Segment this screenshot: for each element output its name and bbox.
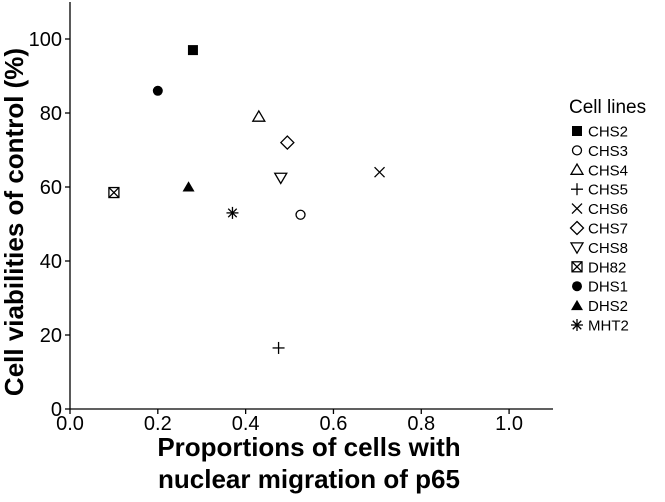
y-tick-label: 60 bbox=[40, 177, 62, 199]
x-axis-title-line-1: Proportions of cells with bbox=[157, 432, 460, 462]
legend-label-chs8: CHS8 bbox=[588, 240, 628, 257]
legend-label-chs5: CHS5 bbox=[588, 182, 628, 199]
data-point-dhs1 bbox=[152, 85, 163, 96]
legend-label-dhs1: DHS1 bbox=[588, 279, 628, 296]
legend-label-chs3: CHS3 bbox=[588, 143, 628, 160]
legend-label-dhs2: DHS2 bbox=[588, 298, 628, 315]
data-point-chs5 bbox=[272, 341, 285, 354]
legend-marker-chs7 bbox=[569, 220, 585, 236]
legend-label-chs6: CHS6 bbox=[588, 201, 628, 218]
legend-marker-chs6 bbox=[571, 203, 583, 215]
legend-marker-chs5 bbox=[571, 183, 583, 196]
data-point-chs2 bbox=[187, 45, 198, 56]
axes: 0 20 40 60 80 100 0.0 0.2 0.4 0.6 0.8 1.0 bbox=[29, 2, 553, 435]
legend-marker-dhs2 bbox=[571, 299, 583, 311]
data-point-dhs2 bbox=[182, 181, 195, 192]
legend-label-chs2: CHS2 bbox=[588, 124, 628, 141]
data-points bbox=[108, 45, 386, 354]
x-tick-label: 0.8 bbox=[407, 413, 435, 435]
legend-label-mht2: MHT2 bbox=[588, 318, 629, 335]
x-tick-label: 0.2 bbox=[144, 413, 172, 435]
x-axis-title-line-2: nuclear migration of p65 bbox=[158, 464, 460, 494]
legend-marker-chs8 bbox=[569, 242, 585, 255]
legend-marker-dhs1 bbox=[572, 281, 582, 292]
data-point-dh82 bbox=[108, 186, 120, 199]
legend-marker-chs4 bbox=[569, 162, 585, 175]
y-tick-label: 20 bbox=[40, 325, 62, 347]
data-point-chs7 bbox=[279, 135, 295, 151]
x-tick-label: 1.0 bbox=[495, 413, 523, 435]
y-tick-label: 100 bbox=[29, 29, 62, 51]
y-tick-label: 40 bbox=[40, 251, 62, 273]
legend: Cell lines CHS2 CHS3 CHS4 CHS5 CHS6 CHS7 CHS8 D… bbox=[569, 97, 646, 335]
y-tick-label: 0 bbox=[51, 399, 62, 421]
data-point-chs8 bbox=[273, 172, 288, 185]
legend-label-dh82: DH82 bbox=[588, 259, 626, 276]
x-tick-label: 0.0 bbox=[56, 413, 84, 435]
y-axis-title: Cell viabilities of control (%) bbox=[0, 48, 29, 396]
legend-title: Cell lines bbox=[569, 97, 646, 118]
y-tick-label: 80 bbox=[40, 103, 62, 125]
legend-label-chs7: CHS7 bbox=[588, 221, 628, 238]
data-point-mht2 bbox=[226, 206, 239, 219]
data-point-chs4 bbox=[251, 109, 266, 122]
x-tick-label: 0.4 bbox=[232, 413, 260, 435]
legend-marker-mht2 bbox=[571, 319, 583, 331]
legend-marker-dh82 bbox=[571, 261, 583, 273]
legend-marker-chs3 bbox=[571, 145, 583, 156]
legend-label-chs4: CHS4 bbox=[588, 162, 628, 179]
data-point-chs3 bbox=[295, 209, 306, 220]
x-tick-label: 0.6 bbox=[320, 413, 348, 435]
legend-marker-chs2 bbox=[572, 126, 582, 136]
data-point-chs6 bbox=[374, 166, 386, 178]
